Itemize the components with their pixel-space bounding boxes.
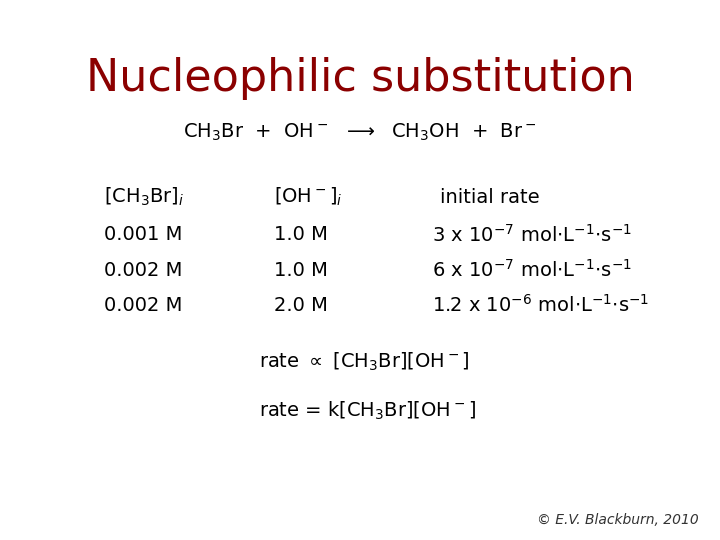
Text: 0.002 M: 0.002 M	[104, 260, 183, 280]
Text: 1.0 M: 1.0 M	[274, 260, 328, 280]
Text: Nucleophilic substitution: Nucleophilic substitution	[86, 57, 634, 100]
Text: CH$_3$Br  +  OH$^-$  $\longrightarrow$  CH$_3$OH  +  Br$^-$: CH$_3$Br + OH$^-$ $\longrightarrow$ CH$_…	[184, 122, 536, 143]
Text: rate $\propto$ [CH$_3$Br][OH$^-$]: rate $\propto$ [CH$_3$Br][OH$^-$]	[259, 350, 470, 373]
Text: 1.2 x 10$^{-6}$ mol$\cdot$L$^{-1}$$\cdot$s$^{-1}$: 1.2 x 10$^{-6}$ mol$\cdot$L$^{-1}$$\cdot…	[432, 294, 649, 316]
Text: initial rate: initial rate	[440, 187, 539, 207]
Text: 0.001 M: 0.001 M	[104, 225, 183, 245]
Text: 0.002 M: 0.002 M	[104, 295, 183, 315]
Text: [CH$_3$Br]$_i$: [CH$_3$Br]$_i$	[104, 186, 184, 208]
Text: 3 x 10$^{-7}$ mol$\cdot$L$^{-1}$$\cdot$s$^{-1}$: 3 x 10$^{-7}$ mol$\cdot$L$^{-1}$$\cdot$s…	[432, 224, 632, 246]
Text: rate = k[CH$_3$Br][OH$^-$]: rate = k[CH$_3$Br][OH$^-$]	[259, 399, 476, 422]
Text: [OH$^-$]$_i$: [OH$^-$]$_i$	[274, 186, 342, 208]
Text: © E.V. Blackburn, 2010: © E.V. Blackburn, 2010	[536, 512, 698, 526]
Text: 6 x 10$^{-7}$ mol$\cdot$L$^{-1}$$\cdot$s$^{-1}$: 6 x 10$^{-7}$ mol$\cdot$L$^{-1}$$\cdot$s…	[432, 259, 632, 281]
Text: 2.0 M: 2.0 M	[274, 295, 328, 315]
Text: 1.0 M: 1.0 M	[274, 225, 328, 245]
